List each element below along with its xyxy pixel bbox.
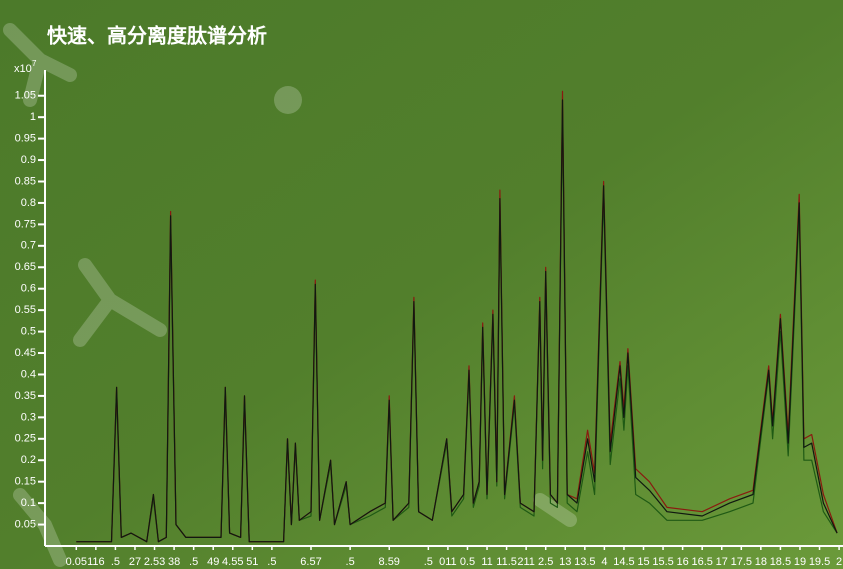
x-tick-label: .5	[346, 556, 355, 568]
x-tick-label: .5	[189, 556, 198, 568]
x-tick-label: 6.57	[300, 556, 321, 568]
x-tick-label: 211	[517, 556, 535, 568]
y-tick-label: 0.5	[21, 325, 36, 337]
x-tick-label: 51	[246, 556, 258, 568]
y-tick-label: 0.9	[21, 154, 36, 166]
x-tick-label: 11.5	[496, 556, 517, 568]
x-tick-label: .5	[424, 556, 433, 568]
y-tick-label: 1	[30, 111, 36, 123]
x-tick-label: 18.5	[770, 556, 791, 568]
y-tick-label: 0.65	[15, 261, 36, 273]
y-tick-label: 0.85	[15, 175, 36, 187]
x-tick-label: 49	[207, 556, 219, 568]
chart-title: 快速、高分离度肽谱分析	[47, 23, 267, 47]
y-tick-label: 0.4	[21, 368, 36, 380]
x-tick-label: .5	[111, 556, 120, 568]
y-tick-label: 0.3	[21, 411, 36, 423]
x-tick-label: 0.5	[460, 556, 475, 568]
y-tick-label: 0.15	[15, 476, 36, 488]
x-tick-label: 27	[129, 556, 141, 568]
x-tick-label: 11	[481, 556, 492, 568]
x-tick-label: 16.5	[691, 556, 712, 568]
x-tick-label: 4.55	[222, 556, 243, 568]
x-tick-label: 13	[559, 556, 571, 568]
x-tick-label: 13.5	[574, 556, 595, 568]
y-tick-label: 0.7	[21, 240, 36, 252]
y-tick-label: 0.6	[21, 283, 36, 295]
y-tick-label: 0.2	[21, 454, 36, 466]
x-tick-label: 011	[439, 556, 457, 568]
x-tick-label: 15	[637, 556, 649, 568]
y-tick-label: 0.1	[21, 497, 36, 509]
y-tick-label: 0.35	[15, 390, 36, 402]
x-tick-label: 15.5	[652, 556, 673, 568]
y-tick-label: 1.05	[15, 90, 36, 102]
y-tick-label: 0.05	[15, 518, 36, 530]
y-tick-label: 0.75	[15, 218, 36, 230]
x-tick-label: .5	[267, 556, 276, 568]
y-tick-label: 0.8	[21, 197, 36, 209]
x-tick-label: 19	[794, 556, 806, 568]
x-tick-label: 116	[87, 556, 105, 568]
x-tick-label: 2.53	[144, 556, 165, 568]
x-tick-label: 14.5	[613, 556, 634, 568]
series-line	[76, 99, 838, 543]
x-tick-label: 16	[676, 556, 688, 568]
x-tick-label: 2	[836, 556, 842, 568]
x-tick-label: 18	[755, 556, 767, 568]
y-tick-label: 0.55	[15, 304, 36, 316]
x-tick-label: 38	[168, 556, 180, 568]
y-multiplier: x10	[14, 63, 32, 75]
x-tick-label: 19.5	[809, 556, 830, 568]
x-tick-label: 8.59	[379, 556, 400, 568]
x-tick-label: 4	[601, 556, 607, 568]
y-tick-label: 0.95	[15, 133, 36, 145]
x-tick-label: 0.05	[66, 556, 87, 568]
x-tick-label: 17	[716, 556, 728, 568]
y-tick-label: 0.45	[15, 347, 36, 359]
y-tick-label: 0.25	[15, 433, 36, 445]
x-tick-label: 17.5	[731, 556, 752, 568]
y-multiplier-exponent: 7	[32, 59, 37, 68]
x-tick-label: 2.5	[538, 556, 553, 568]
